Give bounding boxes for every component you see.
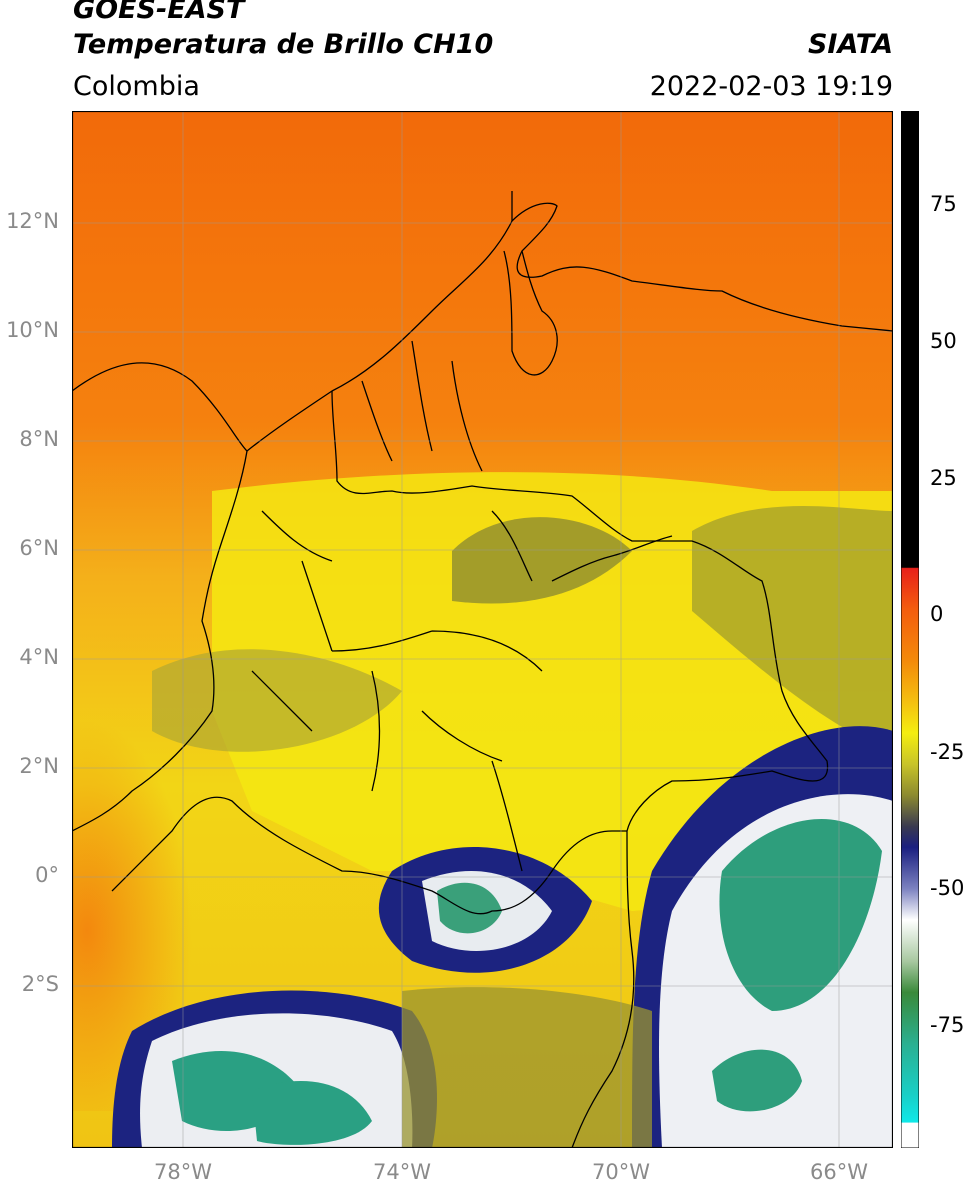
colorbar-tick-label: -75 bbox=[930, 1013, 965, 1037]
timestamp-label: 2022-02-03 19:19 bbox=[649, 71, 893, 102]
colorbar-tick-label: 25 bbox=[930, 466, 957, 490]
cold-cloud-core bbox=[719, 818, 882, 1011]
lat-tick-label: 12°N bbox=[6, 209, 59, 233]
lat-tick-label: 2°N bbox=[19, 754, 59, 778]
temperature-colorbar bbox=[901, 111, 919, 1148]
cold-cloud-core bbox=[437, 882, 502, 934]
organization-label: SIATA bbox=[807, 29, 893, 60]
lon-tick-label: 78°W bbox=[154, 1160, 212, 1184]
lon-tick-label: 70°W bbox=[592, 1160, 650, 1184]
lon-tick-label: 74°W bbox=[373, 1160, 431, 1184]
lat-tick-label: 6°N bbox=[19, 536, 59, 560]
lon-tick-label: 66°W bbox=[810, 1160, 868, 1184]
lat-tick-label: 0° bbox=[35, 863, 59, 887]
lat-tick-label: 4°N bbox=[19, 645, 59, 669]
region-label: Colombia bbox=[73, 71, 200, 102]
lat-tick-label: 2°S bbox=[21, 972, 59, 996]
map-title-satellite: GOES-EAST bbox=[73, 0, 245, 25]
convection-patch bbox=[152, 649, 402, 752]
convection-patch bbox=[452, 517, 632, 604]
colorbar-tick-label: -50 bbox=[930, 876, 965, 900]
lat-lon-grid bbox=[72, 111, 893, 1148]
colorbar-tick-label: 50 bbox=[930, 329, 957, 353]
colorbar-tick-label: -25 bbox=[930, 740, 965, 764]
colorbar-tick-label: 0 bbox=[930, 602, 944, 626]
satellite-map bbox=[72, 111, 893, 1148]
lat-tick-label: 8°N bbox=[19, 427, 59, 451]
cold-cloud-core bbox=[252, 1081, 372, 1145]
convection-patch bbox=[402, 987, 652, 1148]
map-title-product: Temperatura de Brillo CH10 bbox=[73, 29, 494, 60]
lat-tick-label: 10°N bbox=[6, 318, 59, 342]
convection-patch bbox=[692, 506, 893, 751]
map-frame bbox=[72, 111, 893, 1148]
cold-cloud-core bbox=[712, 1049, 802, 1112]
colorbar-tick-label: 75 bbox=[930, 192, 957, 216]
